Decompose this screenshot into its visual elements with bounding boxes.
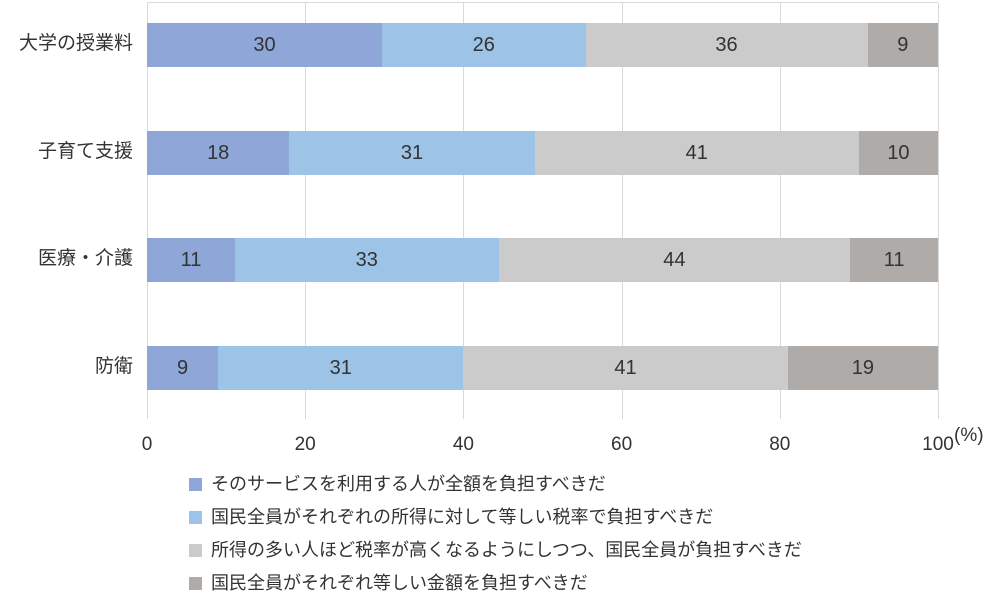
category-label: 防衛: [94, 355, 133, 377]
legend-label: 国民全員がそれぞれの所得に対して等しい税率で負担すべきだ: [211, 507, 714, 527]
bar-segment-value: 31: [329, 356, 352, 379]
bar-segment-value: 41: [614, 356, 637, 379]
bar-segment: 41: [463, 345, 788, 390]
bar-segment-value: 33: [355, 249, 378, 271]
x-axis-tick-label: 0: [141, 434, 153, 455]
bar-segment: 11: [147, 238, 235, 282]
gridline: [621, 3, 623, 419]
legend-label: 国民全員がそれぞれ等しい金額を負担すべきだ: [211, 573, 588, 593]
bar-segment: 44: [498, 238, 851, 282]
category-label: 医療・介護: [37, 248, 133, 269]
bar-row: 11 33 44 11: [147, 238, 939, 282]
bar-segment: 31: [218, 345, 464, 390]
bar-row: 18 31 41 10: [147, 130, 938, 175]
bar-segment: 11: [850, 238, 939, 282]
bar-segment-value: 11: [883, 249, 905, 271]
legend-label: 所得の多い人ほど税率が高くなるようにしつつ、国民全員が負担すべきだ: [211, 540, 802, 560]
legend-item: 所得の多い人ほど税率が高くなるようにしつつ、国民全員が負担すべきだ: [189, 539, 802, 562]
bar-segment-value: 18: [207, 141, 230, 164]
gridline: [463, 3, 465, 419]
bar-segment-value: 41: [685, 141, 708, 164]
bar-segment: 26: [381, 23, 586, 67]
bar-row: 9 31 41 19: [147, 345, 938, 390]
bar-segment-value: 11: [180, 249, 202, 271]
legend-item: 国民全員がそれぞれの所得に対して等しい税率で負担すべきだ: [189, 506, 802, 529]
x-axis-tick-label: 80: [769, 434, 791, 455]
bar-segment-value: 31: [400, 141, 424, 164]
bar-segment: 31: [289, 130, 535, 175]
bar-segment-value: 30: [253, 34, 276, 56]
legend: そのサービスを利用する人が全額を負担すべきだ国民全員がそれぞれの所得に対して等し…: [189, 473, 802, 597]
x-axis-tick-label: 20: [294, 434, 316, 455]
legend-swatch-icon: [189, 577, 202, 590]
bar-segment: 18: [147, 130, 290, 175]
bar-segment-value: 44: [663, 249, 686, 271]
legend-swatch-icon: [189, 544, 202, 557]
bar-segment: 36: [585, 23, 868, 67]
gridline: [147, 3, 148, 419]
bar-segment: 9: [867, 23, 938, 67]
x-axis-unit-label: (%): [954, 425, 984, 446]
gridline: [938, 3, 939, 419]
plot-area: 30 26 36 9 18 31 41 10 11 33 44 11 9 31 41 19: [147, 2, 939, 419]
legend-label: そのサービスを利用する人が全額を負担すべきだ: [211, 474, 606, 494]
legend-item: そのサービスを利用する人が全額を負担すべきだ: [189, 473, 802, 496]
bar-segment: 10: [858, 130, 938, 175]
legend-swatch-icon: [189, 478, 202, 491]
bar-segment-value: 19: [851, 356, 874, 379]
bar-segment-value: 9: [897, 34, 909, 56]
category-label: 子育て支援: [37, 140, 133, 162]
bar-segment-value: 9: [177, 356, 189, 379]
x-axis-tick-label: 100: [922, 434, 954, 455]
x-axis-tick-label: 40: [452, 434, 474, 455]
x-axis-tick-label: 60: [611, 434, 633, 455]
gridline: [779, 3, 781, 419]
bar-row: 30 26 36 9: [147, 23, 938, 67]
bar-segment-value: 26: [472, 34, 495, 56]
bar-segment: 30: [147, 23, 382, 67]
legend-item: 国民全員がそれぞれ等しい金額を負担すべきだ: [189, 572, 802, 595]
category-label: 大学の授業料: [18, 33, 133, 54]
bar-segment: 19: [787, 345, 938, 390]
bar-segment: 9: [147, 345, 219, 390]
bar-segment: 33: [234, 238, 499, 282]
bar-segment-value: 36: [715, 34, 738, 56]
gridline: [305, 3, 307, 419]
bar-segment: 41: [534, 130, 859, 175]
legend-swatch-icon: [189, 511, 202, 524]
bar-segment-value: 10: [887, 141, 910, 164]
